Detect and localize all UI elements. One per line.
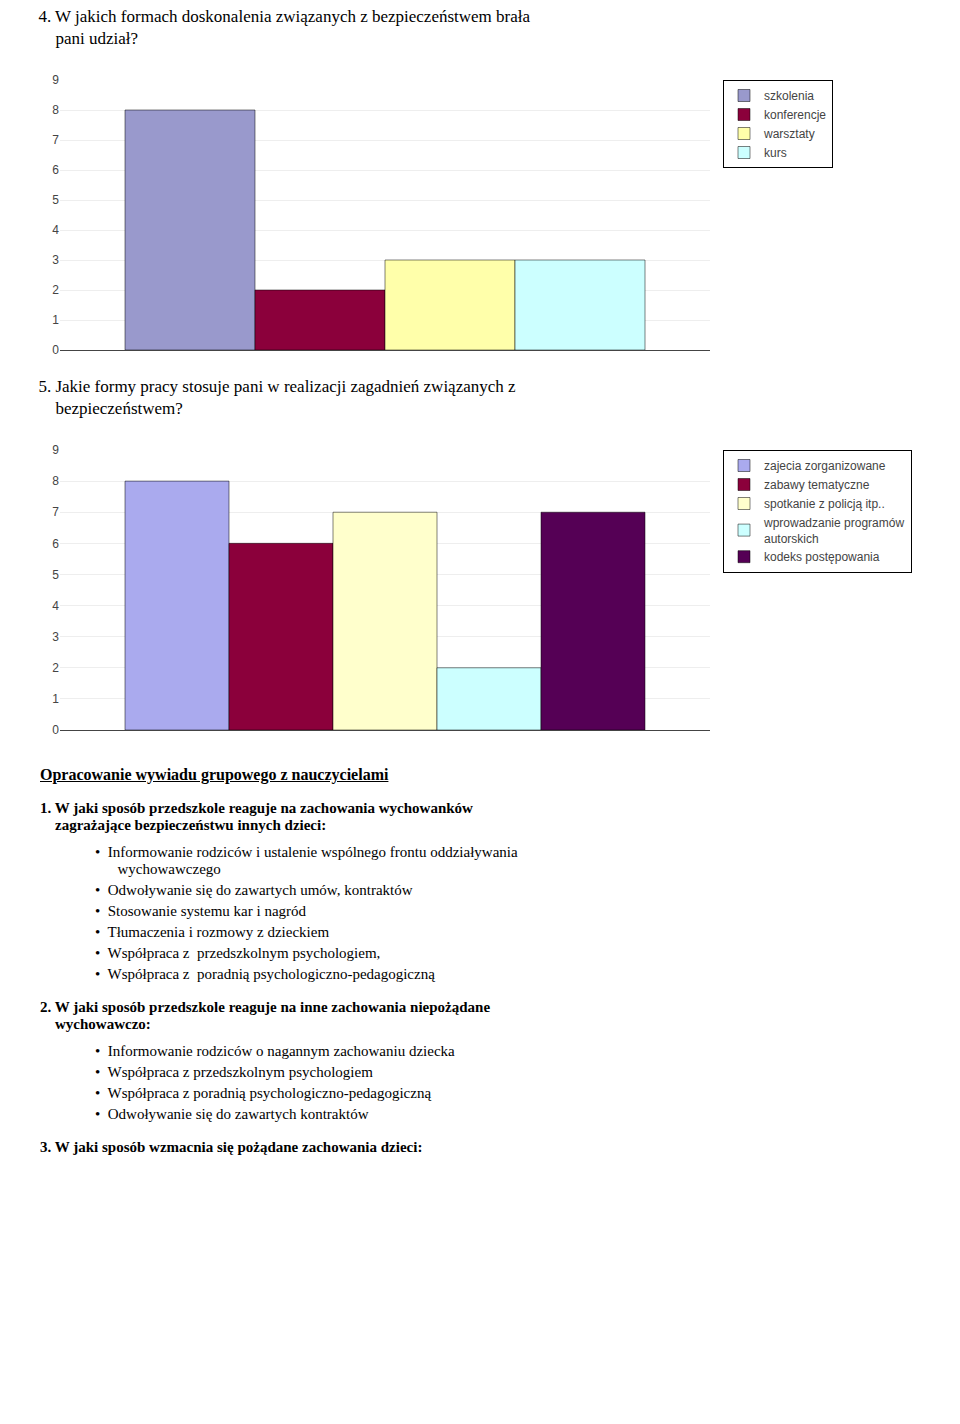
svg-text:7: 7 [52,133,59,147]
svg-text:5: 5 [52,193,59,207]
html-text:• Informowanie rodziców o naga: • Informowanie rodziców o nagannym zacho… [95,1043,455,1059]
html-text:• Odwoływanie się do zawartych: • Odwoływanie się do zawartych umów, kon… [95,882,413,898]
html-text:1. W jaki sposób przedszkole r: 1. W jaki sposób przedszkole reaguje na … [40,800,473,833]
svg-text:4. W jakich formach doskonalen: 4. W jakich formach doskonalenia związan… [38,7,530,48]
svg-text:kurs: kurs [764,146,787,160]
svg-text:5: 5 [52,568,59,582]
svg-text:1: 1 [52,313,59,327]
html-text:• Współpraca z poradnią psycho: • Współpraca z poradnią psychologiczno-p… [95,966,435,982]
svg-text:spotkanie z policją itp..: spotkanie z policją itp.. [764,497,885,511]
svg-text:warsztaty: warsztaty [763,127,815,141]
svg-text:zajecia zorganizowane: zajecia zorganizowane [764,459,886,473]
svg-text:5. Jakie formy pracy stosuje p: 5. Jakie formy pracy stosuje pani w real… [38,377,516,418]
svg-text:0: 0 [52,343,59,357]
svg-text:2: 2 [52,283,59,297]
html-text:• Odwoływanie się do zawartych: • Odwoływanie się do zawartych kontraktó… [95,1106,369,1122]
html-text:• Stosowanie systemu kar i nag: • Stosowanie systemu kar i nagród [95,903,307,919]
svg-text:3: 3 [52,630,59,644]
svg-text:konferencje: konferencje [764,108,826,122]
html-text:• Informowanie rodziców i usta: • Informowanie rodziców i ustalenie wspó… [95,844,518,877]
svg-text:6: 6 [52,163,59,177]
html-text:• Współpraca z przedszkolnym p: • Współpraca z przedszkolnym psychologie… [95,1064,373,1080]
svg-text:4: 4 [52,599,59,613]
html-text:Opracowanie wywiadu grupowego: Opracowanie wywiadu grupowego z nauczyci… [40,766,389,783]
svg-text:7: 7 [52,505,59,519]
svg-text:8: 8 [52,103,59,117]
svg-text:szkolenia: szkolenia [764,89,814,103]
svg-text:1: 1 [52,692,59,706]
svg-text:9: 9 [52,443,59,457]
svg-text:zabawy tematyczne: zabawy tematyczne [764,478,870,492]
svg-text:2: 2 [52,661,59,675]
svg-text:0: 0 [52,723,59,737]
svg-text:wprowadzanie programówautorski: wprowadzanie programówautorskich [763,516,904,546]
svg-text:4: 4 [52,223,59,237]
svg-text:8: 8 [52,474,59,488]
html-text:• Tłumaczenia i rozmowy z dzie: • Tłumaczenia i rozmowy z dzieckiem [95,924,329,940]
html-text:• Współpraca z poradnią psycho: • Współpraca z poradnią psychologiczno-p… [95,1085,432,1101]
html-text:• Współpraca z przedszkolnym p: • Współpraca z przedszkolnym psychologie… [95,945,381,961]
svg-text:9: 9 [52,73,59,87]
html-text:2. W jaki sposób przedszkole r: 2. W jaki sposób przedszkole reaguje na … [40,999,490,1032]
svg-text:kodeks postępowania: kodeks postępowania [764,550,880,564]
html-text:3. W jaki sposób wzmacnia się: 3. W jaki sposób wzmacnia się pożądane z… [40,1139,423,1155]
svg-text:3: 3 [52,253,59,267]
svg-text:6: 6 [52,537,59,551]
